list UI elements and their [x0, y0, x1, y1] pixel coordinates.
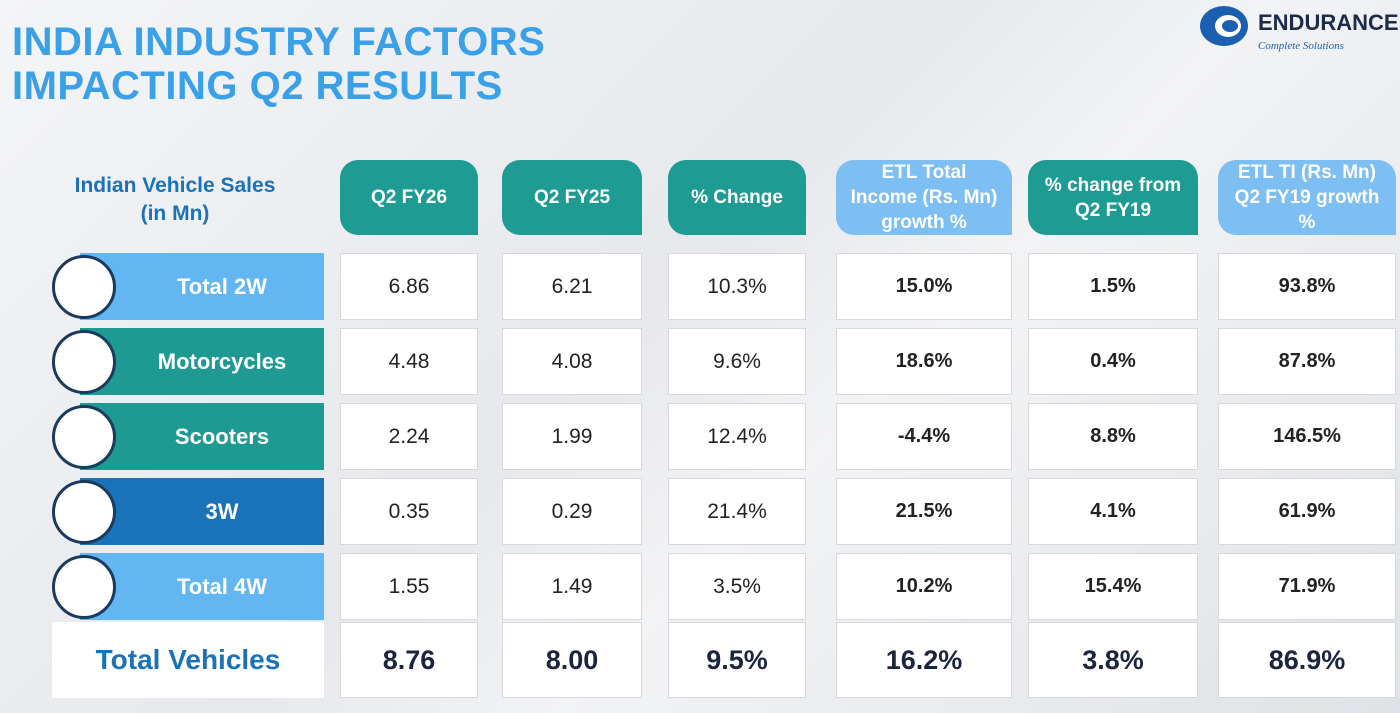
- row-icon: [52, 555, 116, 619]
- row-icon: [52, 480, 116, 544]
- cell: 1.5%: [1028, 253, 1198, 320]
- logo-tagline: Complete Solutions: [1258, 40, 1344, 52]
- row-icon: [52, 330, 116, 394]
- cell: 2.24: [340, 403, 478, 470]
- cell: 15.4%: [1028, 553, 1198, 620]
- total-cell: 9.5%: [668, 622, 806, 698]
- cell: 9.6%: [668, 328, 806, 395]
- cell: 21.5%: [836, 478, 1012, 545]
- column-header: ETL Total Income (Rs. Mn) growth %: [836, 160, 1012, 235]
- total-cell: 8.00: [502, 622, 642, 698]
- title-line: INDIA INDUSTRY FACTORS: [12, 20, 546, 64]
- cell: 3.5%: [668, 553, 806, 620]
- cell: 1.49: [502, 553, 642, 620]
- cell: 10.3%: [668, 253, 806, 320]
- cell: 1.99: [502, 403, 642, 470]
- cell: 4.48: [340, 328, 478, 395]
- cell: 12.4%: [668, 403, 806, 470]
- row-label: Total 2W: [80, 253, 324, 320]
- row-label: Scooters: [80, 403, 324, 470]
- title-line: IMPACTING Q2 RESULTS: [12, 64, 503, 108]
- total-cell: 16.2%: [836, 622, 1012, 698]
- column-header: % change from Q2 FY19: [1028, 160, 1198, 235]
- cell: 0.29: [502, 478, 642, 545]
- total-cell: 86.9%: [1218, 622, 1396, 698]
- cell: 18.6%: [836, 328, 1012, 395]
- cell: 0.35: [340, 478, 478, 545]
- cell: 1.55: [340, 553, 478, 620]
- column-header: ETL TI (Rs. Mn) Q2 FY19 growth %: [1218, 160, 1396, 235]
- cell: 6.86: [340, 253, 478, 320]
- cell: 21.4%: [668, 478, 806, 545]
- cell: 10.2%: [836, 553, 1012, 620]
- row-label: Total 4W: [80, 553, 324, 620]
- cell: 0.4%: [1028, 328, 1198, 395]
- column-header: Q2 FY26: [340, 160, 478, 235]
- cell: 4.08: [502, 328, 642, 395]
- logo-name: ENDURANCE: [1258, 10, 1399, 35]
- cell: 71.9%: [1218, 553, 1396, 620]
- logo-mark: [1200, 6, 1248, 46]
- cell: 146.5%: [1218, 403, 1396, 470]
- cell: 87.8%: [1218, 328, 1396, 395]
- row-icon: [52, 405, 116, 469]
- total-cell: 3.8%: [1028, 622, 1198, 698]
- row-icon: [52, 255, 116, 319]
- total-cell: 8.76: [340, 622, 478, 698]
- cell: 4.1%: [1028, 478, 1198, 545]
- cell: -4.4%: [836, 403, 1012, 470]
- column-header: % Change: [668, 160, 806, 235]
- cell: 8.8%: [1028, 403, 1198, 470]
- cell: 93.8%: [1218, 253, 1396, 320]
- cell: 6.21: [502, 253, 642, 320]
- row-label: Motorcycles: [80, 328, 324, 395]
- column-header: Q2 FY25: [502, 160, 642, 235]
- total-label: Total Vehicles: [52, 622, 324, 698]
- row-label: 3W: [80, 478, 324, 545]
- cell: 61.9%: [1218, 478, 1396, 545]
- corner-header: Indian Vehicle Sales (in Mn): [74, 174, 276, 225]
- cell: 15.0%: [836, 253, 1012, 320]
